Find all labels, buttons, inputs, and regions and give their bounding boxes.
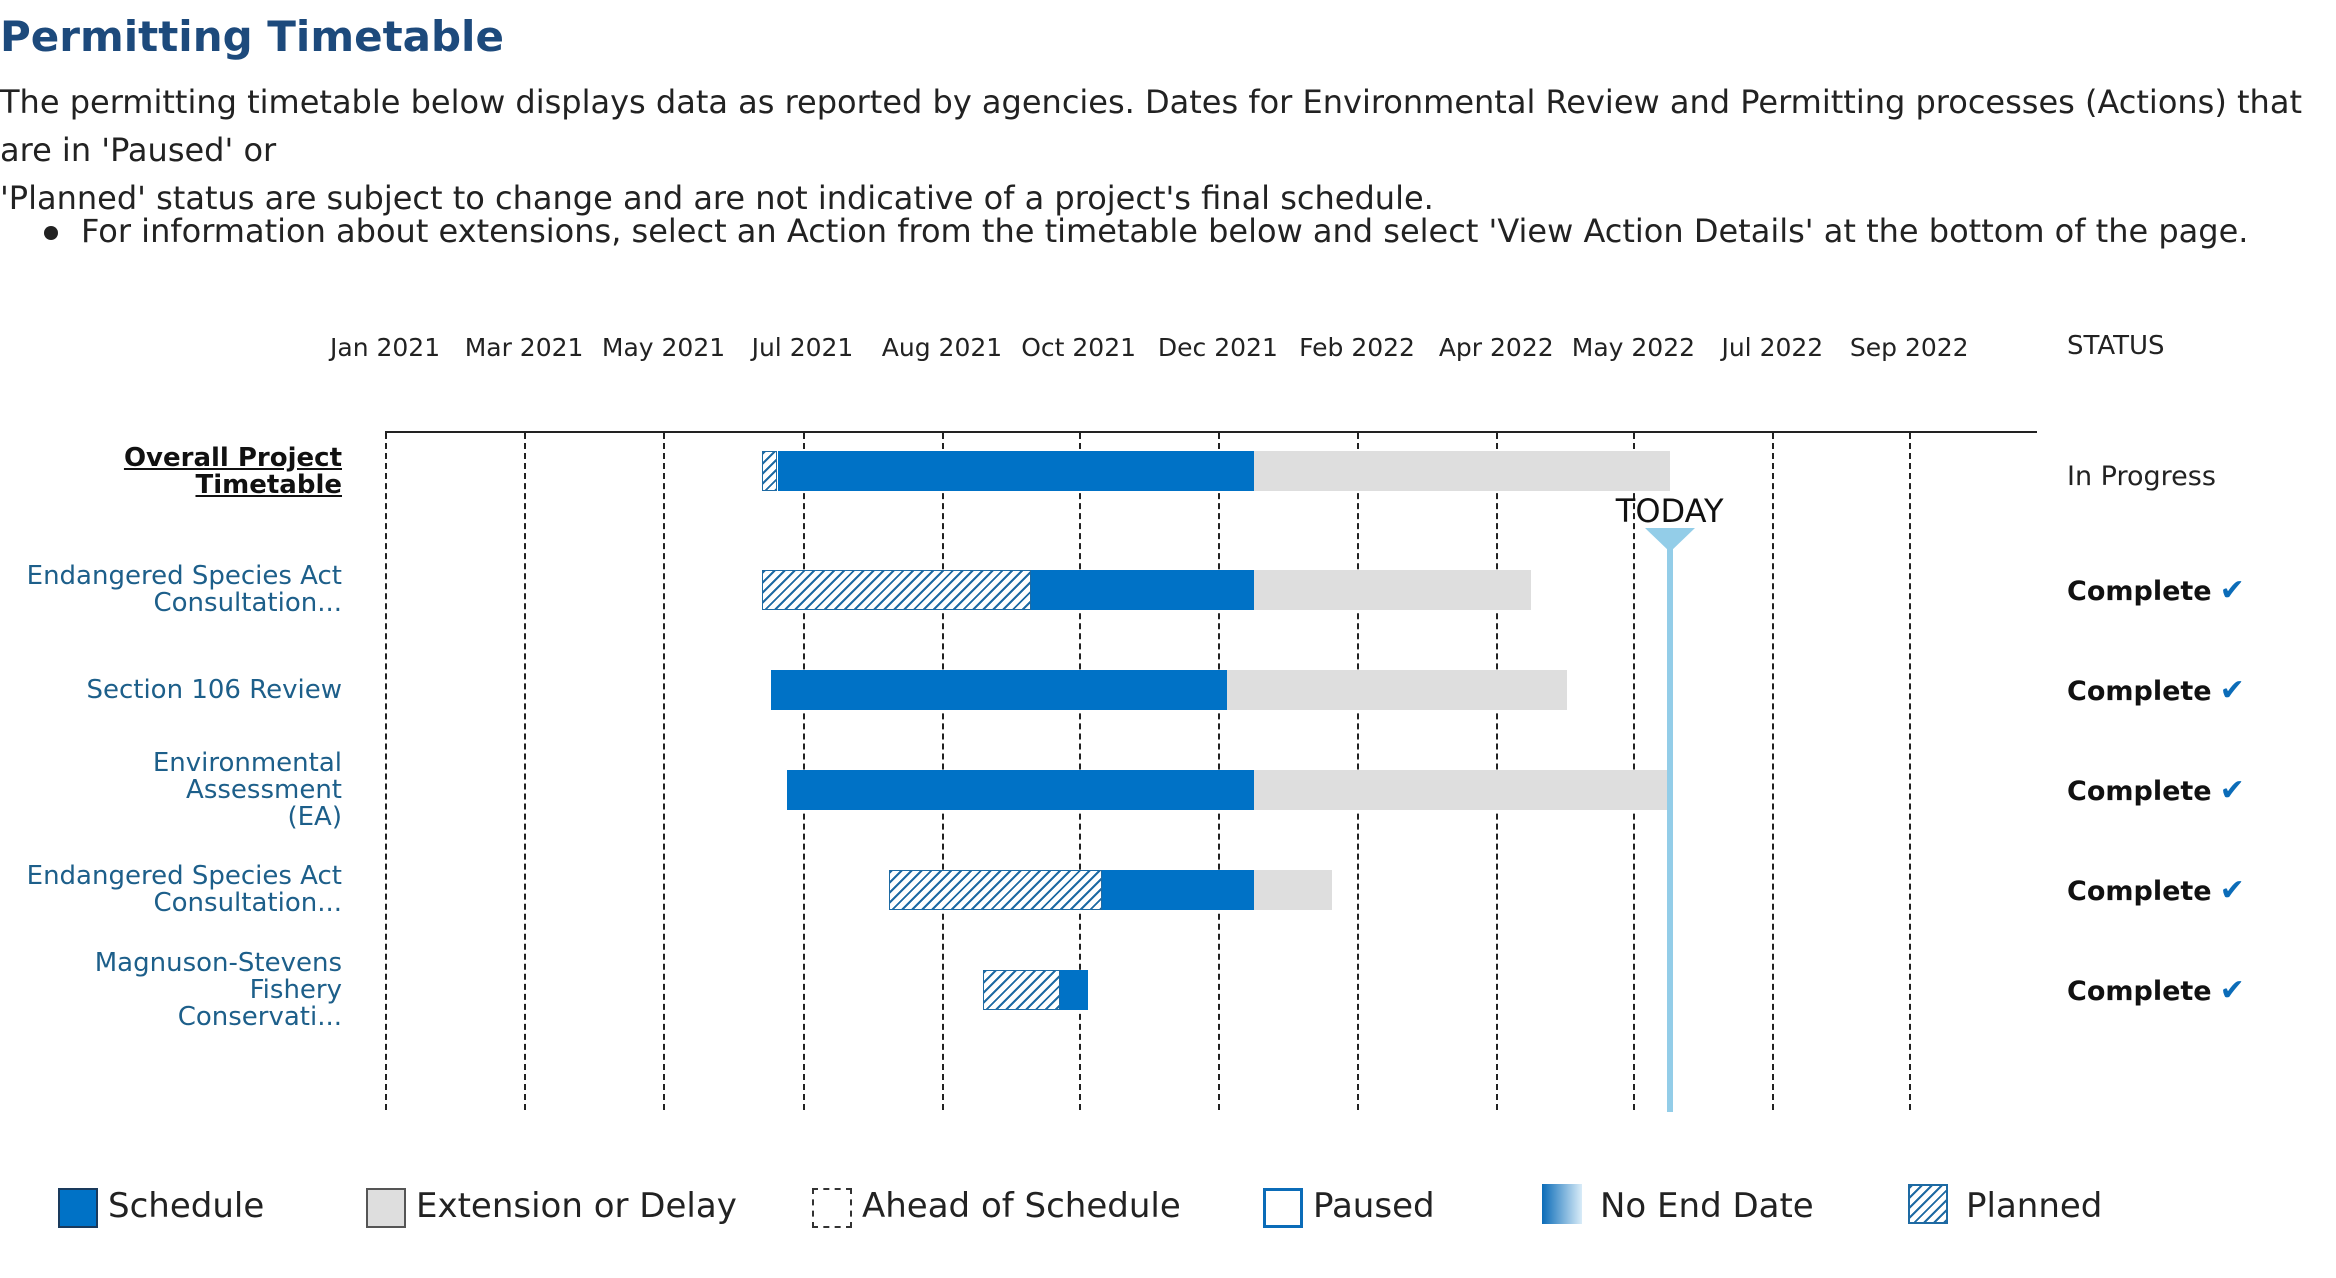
extension-bar[interactable] (1254, 451, 1670, 491)
info-note-text: For information about extensions, select… (81, 212, 2249, 250)
schedule-bar[interactable] (1030, 570, 1255, 610)
gridline (663, 433, 666, 1110)
today-marker-icon (1644, 528, 1695, 552)
action-link[interactable]: Section 106 Review (86, 674, 342, 705)
schedule-bar[interactable] (1101, 870, 1255, 910)
status-label: In Progress (2067, 460, 2216, 492)
x-tick-label: Dec 2021 (1157, 333, 1278, 362)
schedule-bar[interactable] (1060, 970, 1088, 1010)
status-label: Complete ✔ (2067, 572, 2245, 608)
x-tick-label: May 2022 (1571, 333, 1696, 362)
checkmark-icon: ✔ (2219, 672, 2245, 708)
planned-bar[interactable] (889, 870, 1102, 910)
page-title: Permitting Timetable (0, 12, 504, 61)
x-tick-label: Jan 2021 (330, 333, 441, 362)
axis-line (385, 431, 2037, 433)
x-tick-label: Aug 2021 (881, 333, 1003, 362)
page-description: The permitting timetable below displays … (0, 83, 2302, 217)
action-link[interactable]: Environmental Assessment (EA) (152, 747, 342, 832)
legend-swatch (1542, 1184, 1582, 1224)
planned-bar[interactable] (761, 570, 1031, 610)
checkmark-icon: ✔ (2219, 972, 2245, 1008)
status-label: Complete ✔ (2067, 772, 2245, 808)
action-link[interactable]: Magnuson-Stevens Fishery Conservati... (94, 947, 342, 1032)
bullet-icon (44, 226, 58, 240)
legend-swatch (58, 1188, 98, 1228)
checkmark-icon: ✔ (2219, 772, 2245, 808)
x-tick-label: Oct 2021 (1021, 333, 1137, 362)
x-tick-label: May 2021 (601, 333, 726, 362)
checkmark-icon: ✔ (2219, 572, 2245, 608)
status-label: Complete ✔ (2067, 672, 2245, 708)
status-column-header: STATUS (2067, 331, 2165, 361)
legend-label: No End Date (1600, 1186, 1814, 1226)
schedule-bar[interactable] (770, 670, 1228, 710)
planned-bar[interactable] (982, 970, 1061, 1010)
legend-label: Planned (1966, 1186, 2103, 1226)
legend-swatch (1263, 1188, 1303, 1228)
legend-swatch (812, 1188, 852, 1228)
overall-project-link[interactable]: Overall Project Timetable (123, 443, 342, 500)
legend-label: Ahead of Schedule (862, 1186, 1181, 1226)
checkmark-icon: ✔ (2219, 872, 2245, 908)
x-tick-label: Sep 2022 (1849, 333, 1969, 362)
gridline (385, 433, 387, 1110)
gridline (1772, 433, 1775, 1110)
extension-bar[interactable] (1254, 770, 1670, 810)
x-tick-label: Feb 2022 (1299, 333, 1415, 362)
x-tick-label: Jul 2022 (1721, 333, 1824, 362)
x-tick-label: Apr 2022 (1438, 333, 1554, 362)
status-label: Complete ✔ (2067, 972, 2245, 1008)
x-tick-label: Jul 2021 (751, 333, 854, 362)
today-label: TODAY (1615, 492, 1724, 530)
today-line (1666, 530, 1673, 1112)
status-label: Complete ✔ (2067, 872, 2245, 908)
legend-swatch (1908, 1184, 1948, 1224)
x-tick-label: Mar 2021 (464, 333, 584, 362)
extension-bar[interactable] (1227, 670, 1568, 710)
legend-swatch (366, 1188, 406, 1228)
schedule-bar[interactable] (786, 770, 1255, 810)
legend-label: Paused (1313, 1186, 1435, 1226)
gridline (524, 433, 527, 1110)
extension-bar[interactable] (1254, 870, 1333, 910)
action-link[interactable]: Endangered Species Act Consultation... (26, 861, 342, 918)
planned-bar[interactable] (761, 451, 778, 491)
extension-bar[interactable] (1254, 570, 1531, 610)
action-link[interactable]: Endangered Species Act Consultation... (26, 561, 342, 618)
gridline (1909, 433, 1912, 1110)
schedule-bar[interactable] (777, 451, 1255, 491)
legend-label: Schedule (108, 1186, 265, 1226)
legend-label: Extension or Delay (416, 1186, 737, 1226)
